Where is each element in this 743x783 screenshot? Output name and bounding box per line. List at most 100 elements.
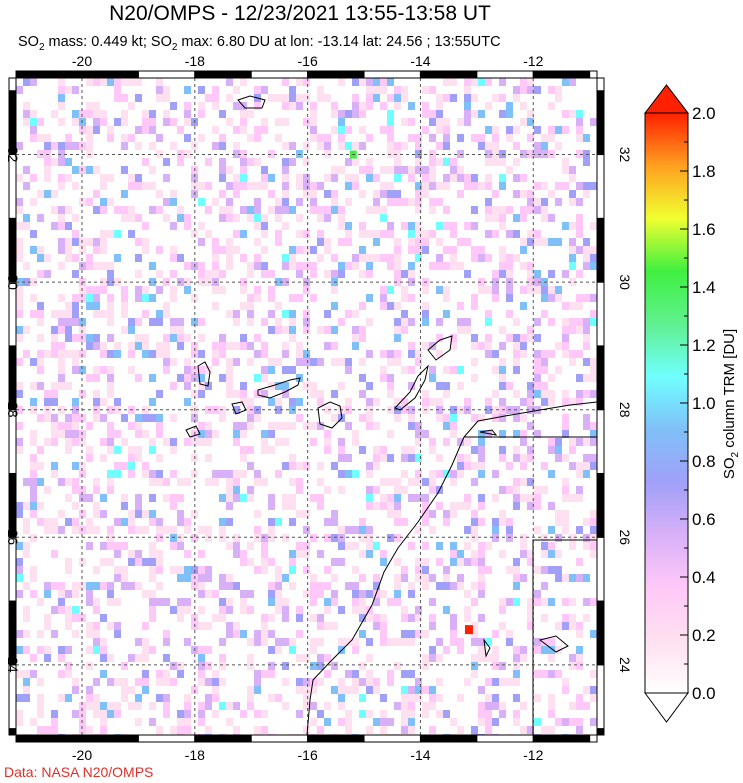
so2-pixel [387,350,394,358]
so2-pixel [513,622,520,630]
so2-pixel [436,590,443,598]
so2-pixel [345,454,352,462]
so2-pixel [30,430,37,438]
so2-pixel [317,326,324,334]
so2-pixel [226,630,233,638]
so2-pixel [569,534,576,542]
so2-pixel [506,294,513,302]
so2-pixel [296,542,303,550]
so2-pixel [107,582,114,590]
so2-pixel [373,598,380,606]
so2-pixel [401,94,408,102]
so2-pixel [457,582,464,590]
so2-pixel [534,646,541,654]
so2-pixel [590,438,597,446]
axis-border-segment [476,734,534,743]
so2-pixel [583,182,590,190]
so2-pixel [394,382,401,390]
so2-pixel [590,718,597,726]
so2-pixel [541,582,548,590]
so2-pixel [219,374,226,382]
so2-pixel [65,206,72,214]
so2-pixel [226,638,233,646]
so2-pixel [422,110,429,118]
so2-pixel [429,158,436,166]
so2-pixel [548,190,555,198]
so2-pixel [359,334,366,342]
so2-pixel [163,694,170,702]
so2-pixel [163,334,170,342]
so2-pixel [296,94,303,102]
so2-pixel [310,286,317,294]
so2-pixel [114,86,121,94]
so2-pixel [37,150,44,158]
so2-pixel [268,134,275,142]
so2-pixel [107,270,114,278]
so2-pixel [373,582,380,590]
so2-pixel [191,726,198,734]
so2-pixel [415,126,422,134]
so2-pixel [282,262,289,270]
so2-pixel [184,150,191,158]
so2-pixel [86,702,93,710]
so2-pixel [380,670,387,678]
so2-pixel [135,326,142,334]
so2-pixel [93,550,100,558]
so2-pixel [485,134,492,142]
so2-pixel [387,262,394,270]
so2-pixel [450,278,457,286]
so2-pixel [359,622,366,630]
so2-pixel [65,478,72,486]
so2-pixel [471,294,478,302]
so2-pixel [527,478,534,486]
so2-pixel [86,630,93,638]
so2-pixel [79,726,86,734]
axis-border-segment [596,664,605,730]
so2-pixel [338,134,345,142]
so2-pixel [562,126,569,134]
so2-pixel [527,78,534,86]
so2-pixel [471,630,478,638]
so2-pixel [128,414,135,422]
so2-pixel [23,542,30,550]
so2-pixel [310,310,317,318]
so2-pixel [541,462,548,470]
so2-pixel [226,574,233,582]
so2-pixel [492,294,499,302]
so2-pixel [310,102,317,110]
so2-pixel [121,518,128,526]
so2-pixel [156,246,163,254]
so2-pixel [121,510,128,518]
so2-pixel [324,270,331,278]
so2-pixel [506,270,513,278]
so2-pixel [478,486,485,494]
so2-pixel [219,142,226,150]
so2-pixel [156,390,163,398]
so2-pixel [65,270,72,278]
so2-pixel [443,358,450,366]
so2-pixel [86,126,93,134]
so2-pixel [352,334,359,342]
so2-pixel [163,198,170,206]
so2-pixel [30,398,37,406]
so2-pixel [86,726,93,734]
so2-pixel [590,318,597,326]
so2-pixel [408,94,415,102]
so2-pixel [506,526,513,534]
so2-pixel [51,526,58,534]
so2-pixel [128,702,135,710]
so2-pixel [443,710,450,718]
so2-pixel [170,230,177,238]
so2-pixel [422,582,429,590]
so2-pixel [520,302,527,310]
so2-pixel [457,622,464,630]
so2-pixel [30,86,37,94]
so2-pixel [135,550,142,558]
so2-pixel [163,254,170,262]
so2-pixel [163,710,170,718]
so2-pixel [30,134,37,142]
island-tenerife [257,377,301,399]
so2-pixel [548,446,555,454]
so2-pixel [254,606,261,614]
so2-pixel [289,422,296,430]
